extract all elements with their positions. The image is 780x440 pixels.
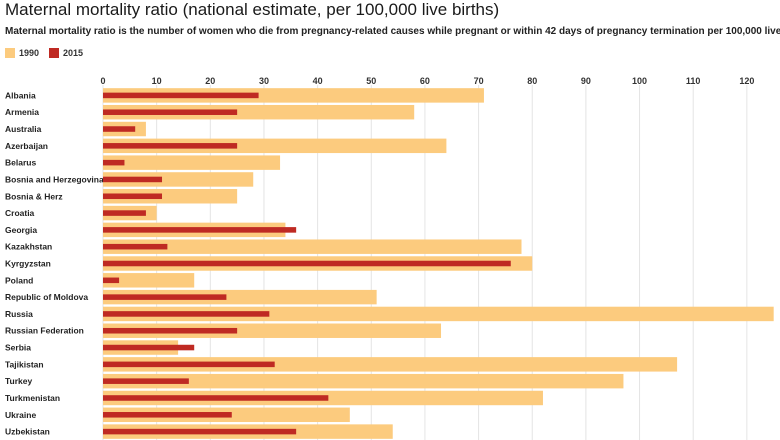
bar-2015 <box>103 378 189 384</box>
bar-1990 <box>103 239 522 254</box>
category-label: Ukraine <box>5 410 36 420</box>
bar-2015 <box>103 176 163 183</box>
category-label: Croatia <box>5 208 35 218</box>
bar-1990 <box>103 138 447 154</box>
x-tick-label: 120 <box>739 76 754 86</box>
bar-1990 <box>103 289 377 305</box>
x-tick-label: 0 <box>100 76 105 86</box>
category-label: Tajikistan <box>5 359 44 369</box>
legend-swatch-1990 <box>5 48 15 58</box>
legend-label-1990: 1990 <box>19 48 40 58</box>
category-label: Belarus <box>5 158 36 168</box>
bar-2015 <box>103 428 297 435</box>
category-label: Bosnia & Herz <box>5 191 63 201</box>
chart-subtitle: Maternal mortality ratio is the number o… <box>5 26 780 37</box>
bar-2015 <box>103 412 232 418</box>
bar-2015 <box>103 143 238 149</box>
x-tick-label: 110 <box>686 76 701 86</box>
x-tick-label: 60 <box>420 76 430 86</box>
x-tick-label: 100 <box>632 76 647 86</box>
legend-item-2015[interactable]: 2015 <box>49 48 83 58</box>
category-label: Uzbekistan <box>5 427 50 437</box>
bar-2015 <box>103 210 146 216</box>
bar-2015 <box>103 109 238 115</box>
legend-item-1990[interactable]: 1990 <box>5 48 39 58</box>
bar-2015 <box>103 277 120 284</box>
bar-2015 <box>103 126 136 132</box>
bar-1990 <box>103 323 442 338</box>
x-tick-label: 30 <box>259 76 269 86</box>
x-tick-label: 70 <box>474 76 484 86</box>
category-label: Serbia <box>5 343 31 353</box>
bar-1990 <box>103 373 624 389</box>
legend: 1990 2015 <box>5 46 83 60</box>
bar-1990 <box>103 88 484 103</box>
bar-2015 <box>103 227 297 233</box>
x-tick-label: 90 <box>581 76 591 86</box>
bar-2015 <box>103 327 238 334</box>
legend-swatch-2015 <box>49 48 60 58</box>
bar-1990 <box>103 189 238 204</box>
bar-2015 <box>103 294 227 300</box>
chart-title: Maternal mortality ratio (national estim… <box>5 0 500 19</box>
bar-2015 <box>103 193 163 200</box>
category-label: Republic of Moldova <box>5 292 88 302</box>
bar-1990 <box>103 306 774 322</box>
category-label: Kyrgyzstan <box>5 259 51 269</box>
bar-1990 <box>103 172 254 187</box>
bar-2015 <box>103 311 270 317</box>
category-label: Turkey <box>5 376 33 386</box>
bar-1990 <box>103 104 415 120</box>
bar-2015 <box>103 395 329 401</box>
bar-2015 <box>103 344 195 351</box>
legend-label-2015: 2015 <box>63 48 84 58</box>
bar-2015 <box>103 243 168 250</box>
category-label: Russia <box>5 309 33 319</box>
category-label: Kazakhstan <box>5 242 52 252</box>
bar-2015 <box>103 159 125 166</box>
bar-2015 <box>103 260 511 267</box>
bar-2015 <box>103 361 275 368</box>
x-tick-label: 80 <box>527 76 537 86</box>
category-label: Russian Federation <box>5 326 84 336</box>
category-label: Azerbaijan <box>5 141 48 151</box>
category-label: Armenia <box>5 107 39 117</box>
x-tick-label: 50 <box>366 76 376 86</box>
x-tick-label: 20 <box>205 76 215 86</box>
category-label: Bosnia and Herzegovina <box>5 174 104 184</box>
bar-1990 <box>103 273 195 288</box>
x-tick-label: 10 <box>152 76 162 86</box>
x-tick-label: 40 <box>313 76 323 86</box>
category-label: Albania <box>5 90 36 100</box>
bar-1990 <box>103 357 678 372</box>
category-label: Georgia <box>5 225 37 235</box>
category-label: Australia <box>5 124 42 134</box>
bar-1990 <box>103 155 281 170</box>
bar-2015 <box>103 92 259 99</box>
category-label: Poland <box>5 275 33 285</box>
category-label: Turkmenistan <box>5 393 60 403</box>
